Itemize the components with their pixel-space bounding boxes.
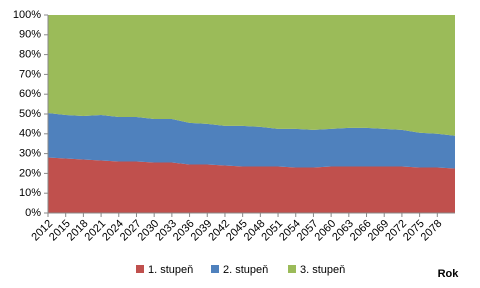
y-tick-label: 50% xyxy=(19,108,41,120)
y-tick-label: 20% xyxy=(19,167,41,179)
x-axis-title: Rok xyxy=(438,268,460,280)
y-tick-label: 90% xyxy=(19,29,41,41)
y-tick-label: 70% xyxy=(19,68,41,80)
legend-swatch xyxy=(288,265,296,273)
y-tick-label: 10% xyxy=(19,187,41,199)
x-tick-label: 2078 xyxy=(419,218,445,244)
y-tick-label: 40% xyxy=(19,128,41,140)
legend-label: 1. stupeň xyxy=(148,264,193,276)
legend-swatch xyxy=(136,265,144,273)
y-tick-label: 30% xyxy=(19,148,41,160)
area xyxy=(48,113,455,169)
area xyxy=(48,15,455,136)
y-tick-label: 100% xyxy=(13,9,41,21)
y-tick-label: 60% xyxy=(19,88,41,100)
legend-swatch xyxy=(211,265,219,273)
legend-label: 3. stupeň xyxy=(300,264,345,276)
area xyxy=(48,157,455,213)
y-tick-label: 80% xyxy=(19,49,41,61)
legend-label: 2. stupeň xyxy=(223,264,268,276)
y-tick-label: 0% xyxy=(25,207,41,219)
